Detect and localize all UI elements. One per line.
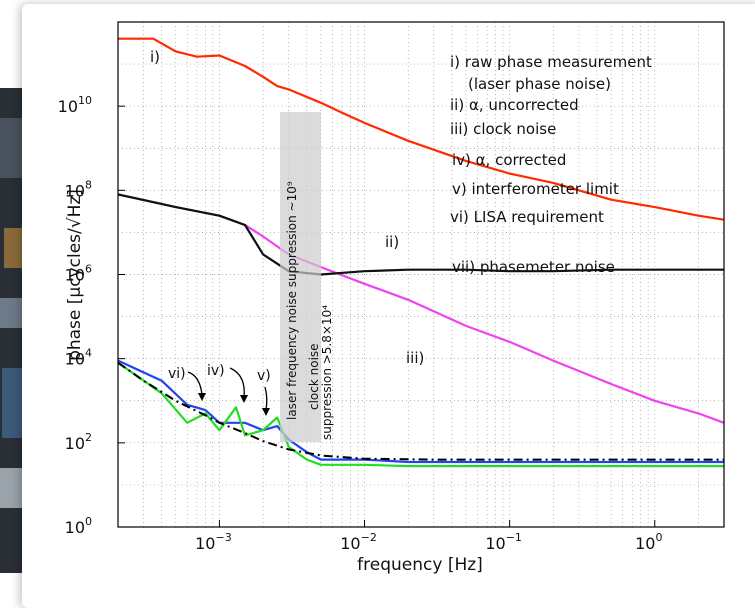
x-tick-label: 10−1	[485, 531, 522, 553]
series-label-v: v)	[257, 368, 271, 384]
x-tick-label: 10−3	[195, 531, 232, 553]
y-tick-exponent: 0	[85, 515, 92, 528]
series-group	[117, 37, 725, 468]
series-label-vi: vi)	[168, 366, 186, 382]
x-axis-label: frequency [Hz]	[357, 555, 483, 575]
series-line-1	[118, 37, 725, 221]
y-tick-exponent: 6	[85, 263, 92, 276]
series-label-iv: iv)	[207, 363, 225, 379]
arrow-iv	[229, 367, 245, 398]
legend-item-interferometer-limit: v) interferometer limit	[452, 180, 619, 198]
legend-item-lisa-requirement: vi) LISA requirement	[450, 208, 604, 226]
x-tick-label: 100	[635, 531, 662, 553]
series-label-ii: ii)	[385, 233, 399, 251]
plot-area	[118, 22, 724, 527]
legend-item-alpha-uncorrected: ii) α, uncorrected	[450, 96, 579, 114]
legend: i) raw phase measurement (laser phase no…	[450, 53, 652, 276]
arrowhead-iv	[240, 395, 248, 403]
y-tick-label: 102	[65, 431, 92, 453]
legend-item-laser-phase-noise: (laser phase noise)	[468, 75, 611, 93]
x-tick-exponent: −2	[361, 531, 377, 544]
x-tick-exponent: −1	[506, 531, 522, 544]
x-tick-exponent: 0	[655, 531, 662, 544]
arrow-heads	[198, 393, 270, 416]
series-line-5	[117, 361, 724, 468]
arrow-vi	[187, 371, 203, 396]
y-axis-label: phase [μcycles/√Hz]	[65, 189, 85, 361]
series-label-i: i)	[150, 48, 160, 66]
legend-item-alpha-corrected: iv) α, corrected	[452, 151, 566, 169]
series-label-iii: iii)	[406, 349, 424, 367]
series-line-3	[117, 193, 724, 276]
x-tick-label: 10−2	[340, 531, 377, 553]
annotation-laser-suppression: laser frequency noise suppression ~10⁹	[285, 181, 299, 420]
legend-item-clock-noise: iii) clock noise	[450, 120, 556, 138]
y-tick-exponent: 8	[85, 178, 92, 191]
y-tick-label: 100	[65, 515, 92, 537]
arrowhead-v	[262, 408, 270, 416]
legend-item-phasemeter-noise: vii) phasemeter noise	[452, 258, 615, 276]
suppression-band	[280, 112, 321, 442]
y-tick-exponent: 10	[78, 94, 92, 107]
legend-item-raw-phase: i) raw phase measurement	[450, 53, 652, 71]
background-photo	[0, 88, 26, 573]
annotation-clock-noise: clock noise	[307, 343, 321, 410]
annotation-clock-suppression: suppression >5.8×10⁴	[320, 305, 334, 440]
y-tick-exponent: 4	[85, 347, 92, 360]
arrowhead-vi	[198, 393, 206, 401]
y-tick-exponent: 2	[85, 431, 92, 444]
y-tick-label: 1010	[58, 94, 92, 116]
series-line-6	[117, 361, 724, 461]
x-tick-exponent: −3	[215, 531, 231, 544]
series-line-4	[117, 359, 724, 464]
